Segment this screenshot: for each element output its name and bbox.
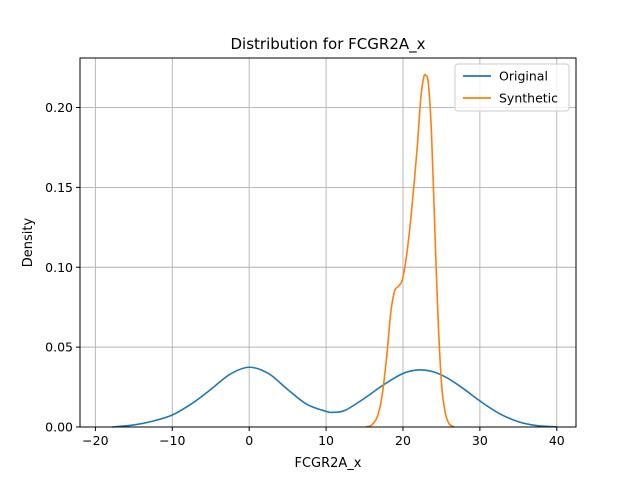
x-tick-label: −20	[82, 433, 108, 448]
x-tick-label: 0	[245, 433, 253, 448]
x-tick-label: 40	[549, 433, 565, 448]
x-tick-label: 30	[472, 433, 488, 448]
plot-frame	[79, 57, 577, 428]
y-tick-label: 0.05	[45, 340, 73, 355]
series-line-original	[112, 366, 557, 428]
chart-title: Distribution for FCGR2A_x	[231, 35, 426, 54]
legend: Original Synthetic	[454, 63, 570, 112]
plot-series	[112, 73, 557, 428]
y-tick-label: 0.00	[45, 420, 73, 435]
y-tick-label: 0.20	[45, 100, 73, 115]
axis-ticks: −20 −10 0 10 20 30 40 0.00 0.05 0.10 0.15 0.20	[45, 100, 565, 448]
x-tick-label: 10	[318, 433, 334, 448]
y-tick-label: 0.15	[45, 180, 73, 195]
y-tick-label: 0.10	[45, 260, 73, 275]
series-line-synthetic	[365, 73, 455, 428]
legend-label-synthetic: Synthetic	[499, 91, 558, 106]
x-tick-label: 20	[395, 433, 411, 448]
legend-label-original: Original	[499, 69, 548, 84]
x-axis-label: FCGR2A_x	[294, 456, 361, 471]
x-tick-label: −10	[159, 433, 185, 448]
y-axis-label: Density	[21, 217, 36, 267]
